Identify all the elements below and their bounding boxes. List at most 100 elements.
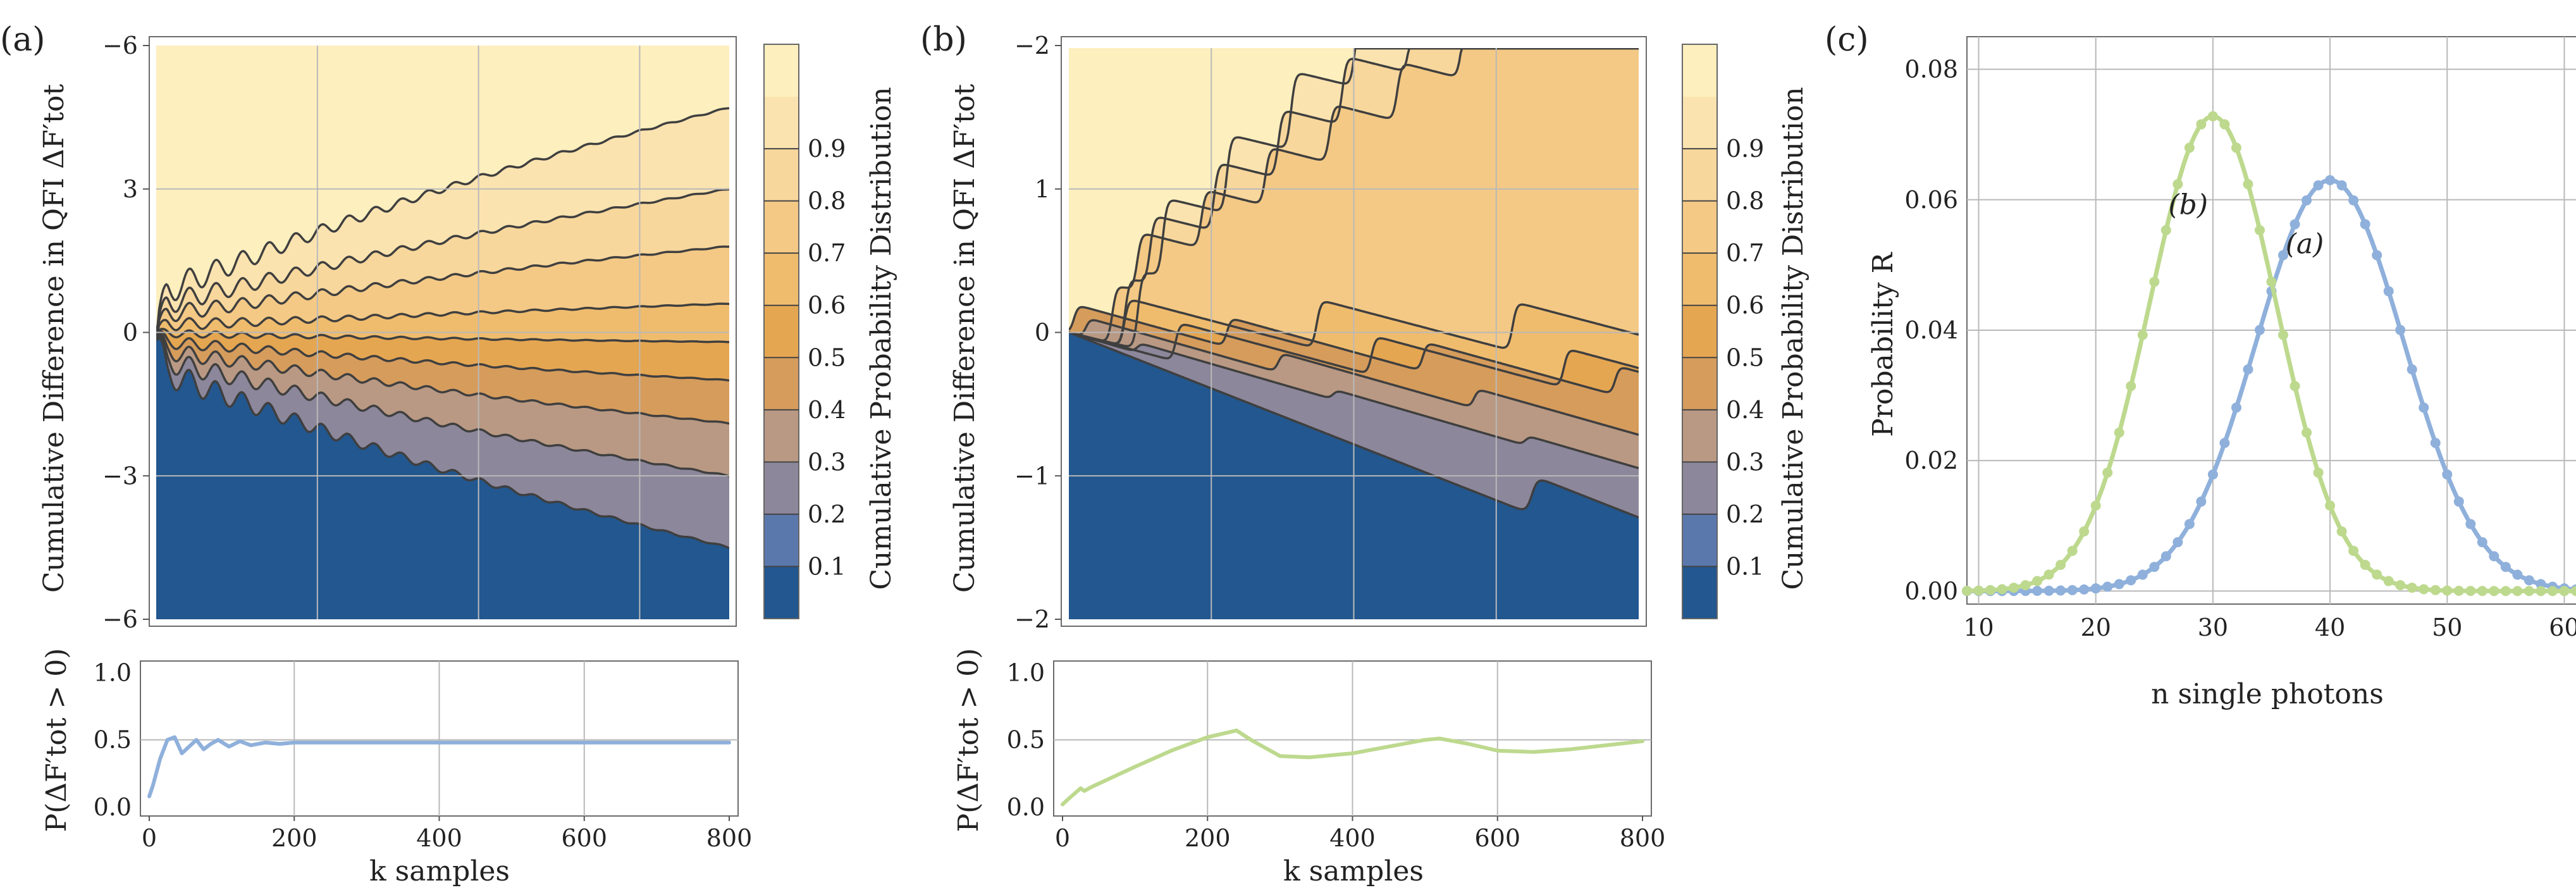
ytick-label: −2 xyxy=(1014,32,1050,59)
c-point-(a) xyxy=(2336,180,2347,190)
c-point-(a) xyxy=(2313,180,2324,190)
c-point-(a) xyxy=(2184,519,2195,529)
panel-b-xlabel: k samples xyxy=(1283,855,1424,887)
c-point-(b) xyxy=(2500,586,2511,596)
c-point-(a) xyxy=(2383,286,2394,297)
c-point-(b) xyxy=(2302,427,2312,438)
colorbar-segment xyxy=(764,253,799,306)
c-point-(b) xyxy=(2489,586,2499,596)
c-point-(b) xyxy=(2219,119,2230,130)
c-point-(a) xyxy=(2079,584,2090,595)
c-point-(a) xyxy=(2512,569,2523,580)
c-point-(a) xyxy=(2160,551,2171,562)
colorbar-frame xyxy=(1682,44,1718,619)
c-point-(b) xyxy=(2137,330,2148,340)
panel-a-label: (a) xyxy=(0,21,46,59)
sub-ytick-label: 1.0 xyxy=(1007,658,1045,686)
panel-a-colorbar: 0.1 0.2 0.3 0.4 0.5 0.6 0.7 0.8 0.9 xyxy=(763,44,846,619)
c-point-(b) xyxy=(2149,276,2160,287)
colorbar-segment xyxy=(764,357,799,411)
c-label-a: (a) xyxy=(2286,228,2324,260)
contour-level-0.4 xyxy=(156,330,729,382)
c-point-(a) xyxy=(2067,584,2078,595)
panel-a-yticks: −6 3 0 −3 −6 xyxy=(102,32,149,633)
colorbar-segment xyxy=(1682,44,1717,97)
panel-b-yticks: −2 1 0 −1 −2 xyxy=(1014,32,1061,633)
colorbar-tick-label: 0.8 xyxy=(1726,187,1764,215)
panel-b-ylabel-text: Cumulative Difference in QFI ΔF′tot xyxy=(949,84,981,593)
sub-xtick-label: 800 xyxy=(1620,824,1666,852)
colorbar-tick-label: 0.3 xyxy=(1726,448,1764,476)
colorbar-segment xyxy=(764,201,799,254)
panel-b-contour-plot: −2 1 0 −1 −2 xyxy=(1014,32,1647,633)
c-point-(b) xyxy=(2383,576,2394,586)
ytick-label: 0 xyxy=(123,319,138,347)
sub-xtick-label: 0 xyxy=(1055,824,1070,852)
colorbar-segment xyxy=(764,514,799,567)
panel-a-xlabel: k samples xyxy=(369,855,510,887)
colorbar-tick-label: 0.7 xyxy=(1726,239,1764,267)
c-point-(b) xyxy=(2360,559,2370,570)
c-point-(b) xyxy=(2512,586,2523,596)
colorbar-segment xyxy=(1682,462,1717,515)
c-point-(b) xyxy=(2407,583,2417,593)
panel-c-line-plot: 10 20 30 40 50 60 0.00 0.02 0.04 0.06 0.08 (a) (b) xyxy=(1904,36,2576,641)
c-point-(b) xyxy=(2571,586,2576,596)
c-ytick-label: 0.00 xyxy=(1904,577,1958,605)
c-point-(b) xyxy=(2079,526,2090,537)
c-point-(a) xyxy=(2360,219,2370,230)
colorbar-tick-label: 0.7 xyxy=(808,239,846,267)
colorbar-tick-label: 0.5 xyxy=(1726,343,1764,371)
sub-xtick-label: 600 xyxy=(561,824,607,852)
c-point-(a) xyxy=(2289,219,2300,230)
c-point-(a) xyxy=(2419,402,2429,413)
c-point-(b) xyxy=(2067,545,2078,556)
c-point-(b) xyxy=(2009,583,2019,593)
c-point-(b) xyxy=(1997,584,2007,595)
c-point-(a) xyxy=(2172,537,2183,548)
c-point-(b) xyxy=(2055,559,2066,570)
c-point-(b) xyxy=(2043,569,2054,580)
c-point-(a) xyxy=(2430,438,2441,448)
c-point-(a) xyxy=(2325,175,2336,185)
c-point-(a) xyxy=(2489,551,2499,562)
c-point-(b) xyxy=(2477,586,2487,596)
panel-b-ylabel: Cumulative Difference in QFI ΔF′tot xyxy=(949,84,981,593)
c-point-(b) xyxy=(2348,545,2359,556)
panel-a-grid xyxy=(156,46,729,619)
c-point-(b) xyxy=(2395,580,2406,591)
c-point-(a) xyxy=(2055,585,2066,596)
c-point-(a) xyxy=(2231,402,2241,413)
ytick-label: −3 xyxy=(102,462,138,490)
colorbar-segment xyxy=(764,462,799,515)
colorbar-segment xyxy=(1682,566,1717,619)
c-point-(a) xyxy=(2348,195,2359,206)
contour-level-0.9 xyxy=(156,107,729,333)
panel-c-label: (c) xyxy=(1825,21,1869,59)
sub-xtick-label: 800 xyxy=(706,824,753,852)
c-point-(a) xyxy=(2196,496,2207,507)
c-point-(a) xyxy=(2243,364,2253,375)
c-point-(a) xyxy=(2114,579,2124,590)
ytick-label: 1 xyxy=(1035,175,1050,203)
sub-series-line xyxy=(1061,728,1644,807)
c-frame xyxy=(1966,36,2576,605)
colorbar-segment xyxy=(764,149,799,202)
colorbar-tick-label: 0.2 xyxy=(1726,500,1764,528)
colorbar-segment xyxy=(764,96,799,149)
c-point-(a) xyxy=(2278,250,2289,261)
c-point-(b) xyxy=(2442,585,2453,596)
contour-level-0.7 xyxy=(156,245,729,333)
ytick-label: −6 xyxy=(102,605,138,633)
c-ytick-label: 0.02 xyxy=(1904,447,1958,474)
contour-level-0.2 xyxy=(156,332,729,478)
panel-b-grid xyxy=(1069,48,1639,619)
sub-ytick-label: 1.0 xyxy=(94,658,132,686)
colorbar-segment xyxy=(764,305,799,358)
c-point-(a) xyxy=(2407,364,2417,375)
c-ytick-label: 0.06 xyxy=(1904,186,1958,214)
c-point-(a) xyxy=(2500,562,2511,572)
colorbar-segment xyxy=(1682,253,1717,306)
c-point-(b) xyxy=(2126,381,2136,392)
colorbar-segment xyxy=(1682,96,1717,149)
